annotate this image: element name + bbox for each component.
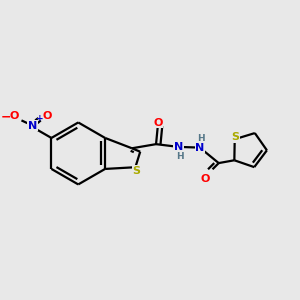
Text: O: O [10, 111, 19, 121]
Text: N: N [174, 142, 183, 152]
Text: H: H [176, 152, 183, 161]
Text: O: O [200, 174, 210, 184]
Text: N: N [195, 142, 204, 153]
Text: O: O [153, 118, 163, 128]
Text: S: S [132, 166, 140, 176]
Text: −: − [1, 110, 11, 123]
Text: O: O [43, 111, 52, 121]
Text: N: N [28, 121, 37, 131]
Text: H: H [197, 134, 204, 143]
Text: +: + [36, 114, 44, 123]
Text: S: S [231, 132, 239, 142]
